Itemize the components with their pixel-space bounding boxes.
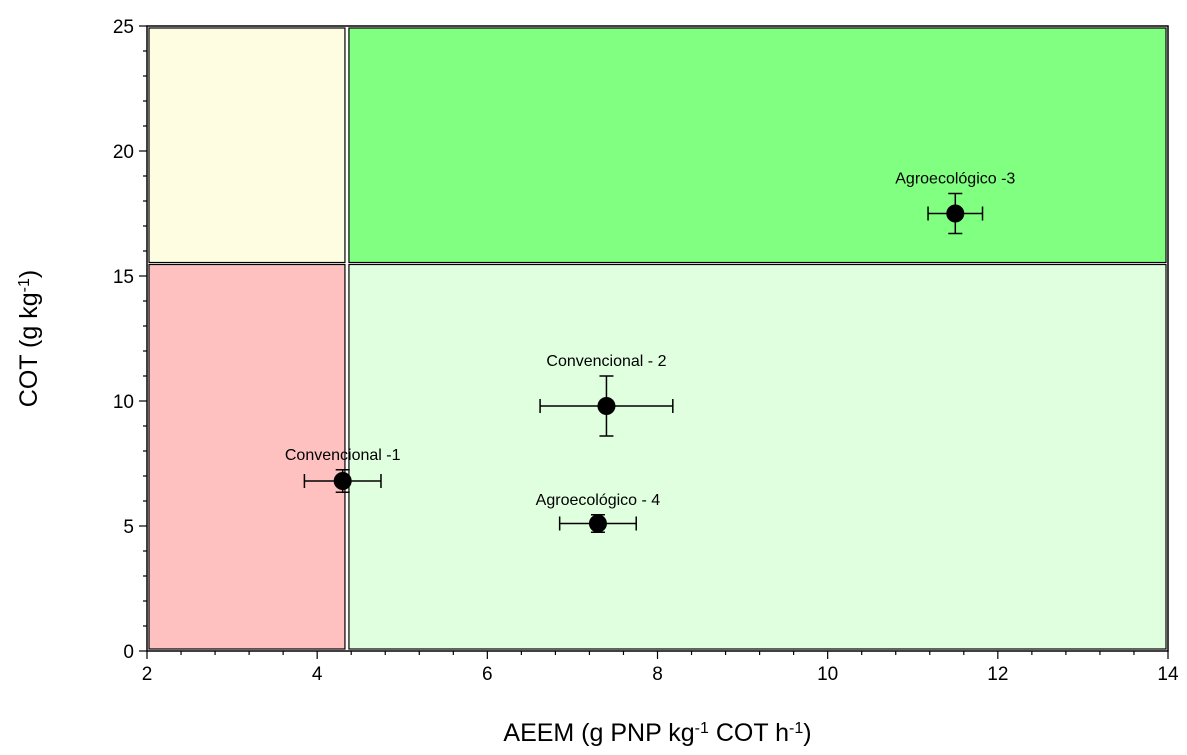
y-tick-label: 15 bbox=[113, 267, 134, 288]
quadrant-high-aeem-high-cot bbox=[348, 27, 1167, 264]
data-point-label: Convencional -1 bbox=[285, 447, 401, 464]
data-point-label: Convencional - 2 bbox=[546, 353, 666, 370]
axis-title-text: COT h bbox=[709, 719, 789, 747]
axis-title-superscript: -1 bbox=[695, 720, 709, 737]
x-tick-label: 2 bbox=[142, 664, 153, 685]
data-point-group: Convencional - 2 bbox=[539, 353, 674, 437]
x-tick-label: 4 bbox=[312, 664, 323, 685]
y-tick-label: 0 bbox=[123, 642, 134, 663]
y-axis-title: COT (g kg-1) bbox=[15, 270, 43, 407]
axis-title-superscript: -1 bbox=[16, 278, 33, 292]
quadrant-low-aeem-low-cot bbox=[148, 263, 346, 650]
quadrant-low-aeem-high-cot bbox=[148, 27, 346, 264]
data-point-marker bbox=[946, 204, 965, 223]
x-tick-label: 10 bbox=[817, 664, 838, 685]
y-tick-label: 10 bbox=[113, 392, 134, 413]
y-axis: 0 5 10 15 20 25 bbox=[113, 17, 147, 663]
quadrant-regions bbox=[148, 27, 1167, 650]
axis-title-text: COT (g kg bbox=[15, 292, 43, 407]
x-tick-label: 12 bbox=[987, 664, 1008, 685]
data-point-group: Convencional -1 bbox=[285, 447, 401, 493]
data-point-group: Agroecológico - 4 bbox=[536, 492, 661, 533]
x-tick-label: 14 bbox=[1157, 664, 1179, 685]
data-point-marker bbox=[588, 514, 607, 533]
data-point-label: Agroecológico -3 bbox=[895, 171, 1015, 188]
data-point-group: Agroecológico -3 bbox=[895, 171, 1015, 235]
data-point-marker bbox=[333, 472, 352, 490]
x-tick-label: 8 bbox=[652, 664, 663, 685]
x-tick-label: 6 bbox=[482, 664, 493, 685]
data-points: Convencional -1 Convencional - 2 Agroecoló… bbox=[285, 171, 1015, 533]
y-tick-label: 25 bbox=[113, 17, 134, 38]
axis-title-text: ) bbox=[15, 270, 43, 278]
x-axis-title: AEEM (g PNP kg-1 COT h-1) bbox=[503, 719, 811, 747]
data-point-label: Agroecológico - 4 bbox=[536, 492, 661, 509]
axis-title-text: AEEM (g PNP kg bbox=[503, 719, 694, 747]
quadrant-high-aeem-low-cot bbox=[348, 263, 1167, 650]
y-tick-label: 20 bbox=[113, 142, 134, 163]
data-point-marker bbox=[597, 397, 616, 415]
axis-title-superscript: -1 bbox=[789, 720, 803, 737]
axis-title-text: ) bbox=[803, 719, 811, 747]
x-axis: 2 4 6 8 10 12 14 bbox=[142, 651, 1179, 685]
y-tick-label: 5 bbox=[123, 517, 134, 538]
